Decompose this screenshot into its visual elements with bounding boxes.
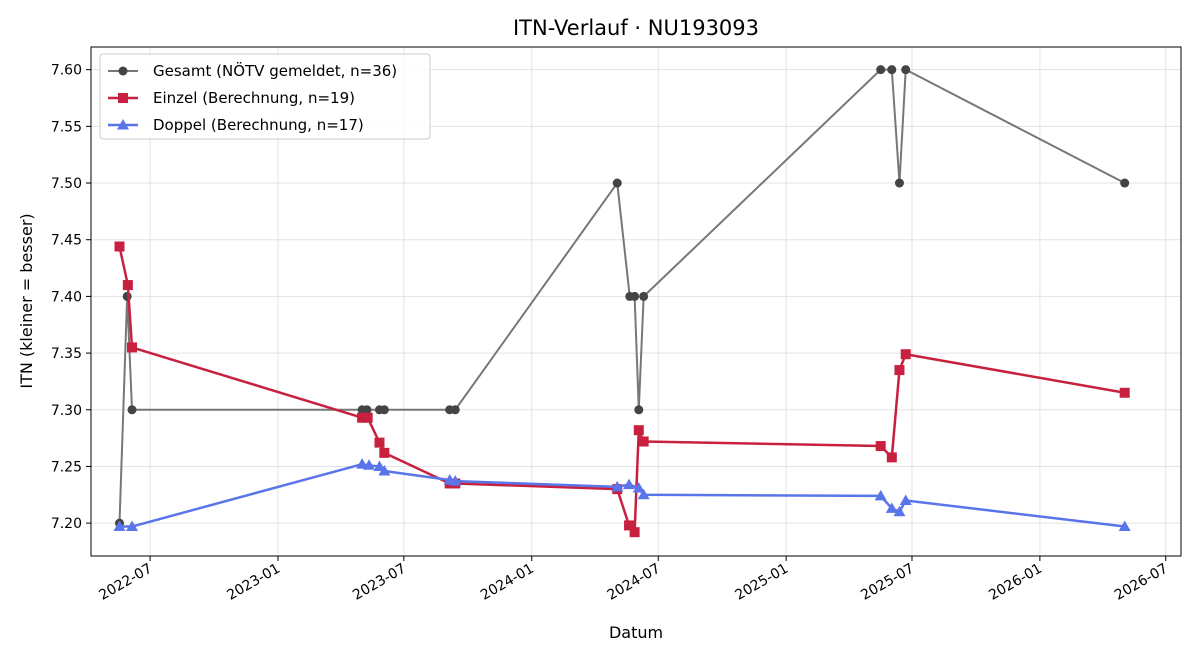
series-einzel-point [114, 241, 125, 252]
series-doppel-point [356, 458, 369, 469]
series-einzel-point [362, 412, 373, 423]
y-axis: 7.20 7.25 7.30 7.35 7.40 7.45 7.50 7.55 7.60 [51, 63, 91, 532]
series-einzel-point [379, 447, 390, 458]
series-einzel-point [875, 441, 886, 452]
x-tick-label: 2024-01 [478, 561, 537, 604]
series-doppel-point [893, 505, 906, 517]
series-gesamt-point [630, 291, 640, 301]
series-gesamt-point [1120, 178, 1130, 188]
legend-entry: Einzel (Berechnung, n=19) [108, 89, 355, 107]
series-layer [113, 65, 1131, 538]
legend-swatch-marker [117, 119, 129, 130]
y-tick-label: 7.35 [51, 346, 82, 362]
x-tick-label: 2023-07 [350, 561, 409, 604]
series-einzel-point [127, 342, 138, 353]
series-einzel [114, 241, 1130, 538]
series-gesamt-point [876, 65, 886, 75]
series-einzel-point [633, 425, 644, 436]
series-einzel-point [894, 365, 905, 376]
x-tick-label: 2025-07 [858, 561, 917, 604]
y-tick-label: 7.30 [51, 403, 82, 419]
series-einzel-point [1119, 387, 1130, 398]
x-tick-label: 2024-07 [605, 561, 664, 604]
y-tick-label: 7.55 [51, 119, 82, 135]
plot-frame [90, 46, 1182, 557]
y-tick-label: 7.45 [51, 233, 82, 249]
legend-label: Doppel (Berechnung, n=17) [153, 116, 364, 134]
series-doppel-point [363, 459, 376, 470]
series-gesamt [115, 65, 1130, 528]
series-doppel-point [874, 489, 887, 501]
series-einzel-point [357, 412, 368, 423]
series-doppel [113, 458, 1131, 532]
series-gesamt-point [379, 405, 389, 415]
series-gesamt-point [894, 178, 904, 188]
series-gesamt-point [362, 405, 372, 415]
series-doppel-point [899, 494, 912, 505]
series-doppel-point [632, 481, 645, 493]
series-einzel-point [629, 527, 640, 538]
series-gesamt-point [612, 178, 622, 188]
legend-swatch-marker [118, 93, 128, 103]
series-doppel-point [449, 475, 462, 486]
x-tick-label: 2026-01 [986, 561, 1045, 604]
chart-title: ITN-Verlauf · NU193093 [513, 16, 759, 40]
series-gesamt-point [887, 65, 897, 75]
series-gesamt-point [450, 405, 460, 415]
legend-entry: Gesamt (NÖTV gemeldet, n=36) [108, 61, 397, 80]
series-doppel-point [1118, 520, 1131, 532]
y-axis-label: ITN (kleiner = besser) [17, 213, 36, 388]
series-einzel-point [122, 280, 133, 291]
legend-swatch-marker [118, 66, 128, 76]
series-einzel-point [624, 520, 635, 531]
legend-label: Gesamt (NÖTV gemeldet, n=36) [153, 61, 397, 80]
series-gesamt-point [127, 405, 137, 415]
series-einzel-point [638, 436, 649, 447]
series-doppel-point [611, 480, 624, 492]
series-doppel-point [885, 502, 898, 513]
series-doppel-line [119, 462, 1125, 528]
legend-entry: Doppel (Berechnung, n=17) [108, 116, 364, 134]
y-tick-label: 7.25 [51, 459, 82, 475]
legend-box [99, 53, 431, 140]
x-tick-label: 2022-07 [96, 561, 155, 604]
legend: Gesamt (NÖTV gemeldet, n=36) Einzel (Bere… [99, 53, 431, 140]
x-tick-label: 2023-01 [224, 561, 283, 604]
x-axis-label: Datum [609, 623, 663, 642]
y-tick-label: 7.20 [51, 516, 82, 532]
y-tick-label: 7.50 [51, 176, 82, 192]
x-tick-label: 2026-07 [1112, 561, 1171, 604]
series-doppel-point [637, 488, 650, 500]
y-tick-label: 7.60 [51, 63, 82, 79]
y-tick-label: 7.40 [51, 289, 82, 305]
series-doppel-point [126, 520, 139, 532]
series-einzel-point [374, 437, 385, 448]
series-einzel-point [886, 452, 897, 463]
series-gesamt-point [639, 291, 649, 301]
series-einzel-point [900, 349, 911, 360]
series-gesamt-point [634, 405, 644, 415]
series-doppel-point [623, 478, 636, 490]
x-axis: 2022-07 2023-01 2023-07 2024-01 2024-07 2025-… [96, 556, 1171, 604]
series-doppel-point [113, 520, 126, 532]
series-doppel-point [378, 464, 391, 476]
x-tick-label: 2025-01 [732, 561, 791, 604]
legend-label: Einzel (Berechnung, n=19) [153, 89, 355, 107]
series-gesamt-point [901, 65, 911, 75]
